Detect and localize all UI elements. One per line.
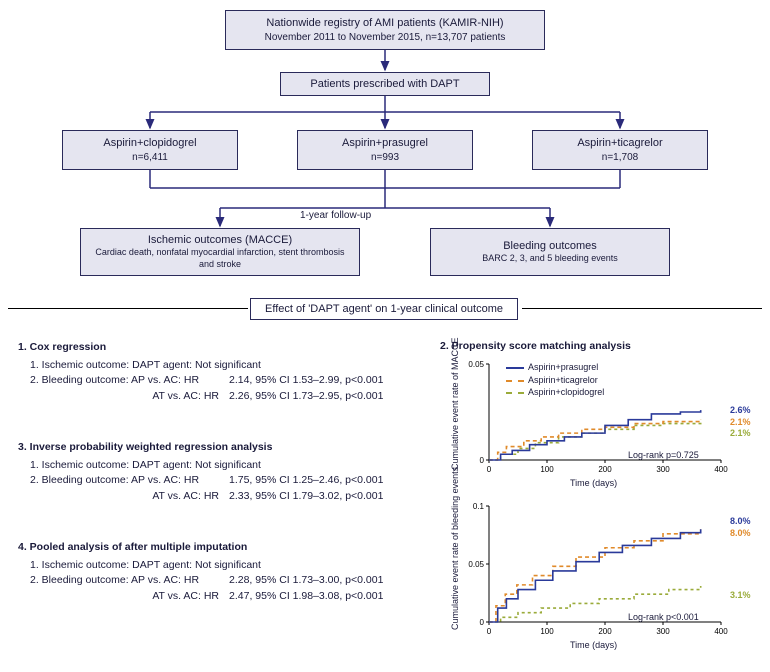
box-ischemic: Ischemic outcomes (MACCE) Cardiac death,… bbox=[80, 228, 360, 276]
pooled-l3a: AT vs. AC: HR bbox=[30, 589, 229, 604]
chart-bleed-svg: 0 100 200 300 400 0 0.05 0.1 bbox=[455, 500, 745, 640]
arm-ac-n: n=6,411 bbox=[132, 151, 168, 164]
cox-l2b: 2.14, 95% CI 1.53–2.99, p<0.001 bbox=[229, 373, 428, 388]
box-dapt: Patients prescribed with DAPT bbox=[280, 72, 490, 96]
svg-text:400: 400 bbox=[714, 465, 728, 474]
dapt-label: Patients prescribed with DAPT bbox=[310, 77, 459, 91]
ischemic-sub: Cardiac death, nonfatal myocardial infar… bbox=[95, 247, 345, 270]
analysis-cox: 1. Cox regression 1. Ischemic outcome: D… bbox=[18, 340, 428, 404]
cox-l3b: 2.26, 95% CI 1.73–2.95, p<0.001 bbox=[229, 389, 428, 404]
svg-text:0: 0 bbox=[487, 627, 492, 636]
ipw-l3a: AT vs. AC: HR bbox=[30, 489, 229, 504]
ipw-l1: 1. Ischemic outcome: DAPT agent: Not sig… bbox=[18, 458, 428, 473]
macce-end-ac: 2.1% bbox=[730, 428, 751, 438]
arm-at-n: n=1,708 bbox=[602, 151, 638, 164]
bleed-logrank: Log-rank p<0.001 bbox=[628, 612, 699, 622]
svg-text:0.05: 0.05 bbox=[468, 560, 484, 569]
arm-ap-n: n=993 bbox=[371, 151, 399, 164]
pooled-title: 4. Pooled analysis of after multiple imp… bbox=[18, 540, 428, 555]
arm-ap-label: Aspirin+prasugrel bbox=[342, 136, 428, 150]
box-bleeding: Bleeding outcomes BARC 2, 3, and 5 bleed… bbox=[430, 228, 670, 276]
pooled-l3b: 2.47, 95% CI 1.98–3.08, p<0.001 bbox=[229, 589, 428, 604]
svg-text:0: 0 bbox=[480, 618, 485, 627]
ipw-title: 3. Inverse probability weighted regressi… bbox=[18, 440, 428, 455]
bleed-ylabel: Cumulative event rate of bleeding events bbox=[450, 467, 460, 630]
svg-text:400: 400 bbox=[714, 627, 728, 636]
bleed-end-at: 8.0% bbox=[730, 528, 751, 538]
ipw-l2b: 1.75, 95% CI 1.25–2.46, p<0.001 bbox=[229, 473, 428, 488]
box-arm-ac: Aspirin+clopidogrel n=6,411 bbox=[62, 130, 238, 170]
macce-ylabel: Cumulative event rate of MACCE bbox=[450, 337, 460, 470]
macce-xlabel: Time (days) bbox=[570, 478, 617, 488]
divider-line-left bbox=[8, 308, 248, 309]
flowchart-connectors bbox=[0, 0, 770, 340]
box-registry: Nationwide registry of AMI patients (KAM… bbox=[225, 10, 545, 50]
ischemic-title: Ischemic outcomes (MACCE) bbox=[148, 233, 292, 247]
section-title: Effect of 'DAPT agent' on 1-year clinica… bbox=[250, 298, 518, 320]
registry-line2: November 2011 to November 2015, n=13,707… bbox=[265, 31, 506, 44]
divider-line-right bbox=[522, 308, 762, 309]
bleed-xlabel: Time (days) bbox=[570, 640, 617, 650]
analysis-pooled: 4. Pooled analysis of after multiple imp… bbox=[18, 540, 428, 604]
ipw-l2a: 2. Bleeding outcome: AP vs. AC: HR bbox=[30, 473, 229, 488]
macce-end-at: 2.1% bbox=[730, 417, 751, 427]
ipw-l3b: 2.33, 95% CI 1.79–3.02, p<0.001 bbox=[229, 489, 428, 504]
legend-ap: Aspirin+prasugrel bbox=[528, 362, 598, 374]
chart-legend: Aspirin+prasugrel Aspirin+ticagrelor Asp… bbox=[506, 362, 604, 400]
pooled-l1: 1. Ischemic outcome: DAPT agent: Not sig… bbox=[18, 558, 428, 573]
pooled-l2b: 2.28, 95% CI 1.73–3.00, p<0.001 bbox=[229, 573, 428, 588]
legend-ac: Aspirin+clopidogrel bbox=[528, 387, 604, 399]
legend-at: Aspirin+ticagrelor bbox=[528, 375, 598, 387]
cox-title: 1. Cox regression bbox=[18, 340, 428, 355]
svg-text:200: 200 bbox=[598, 627, 612, 636]
svg-text:0: 0 bbox=[487, 465, 492, 474]
followup-label: 1-year follow-up bbox=[300, 210, 371, 221]
chart-bleed: 0 100 200 300 400 0 0.05 0.1 bbox=[455, 500, 745, 640]
cox-l2a: 2. Bleeding outcome: AP vs. AC: HR bbox=[30, 373, 229, 388]
bleeding-title: Bleeding outcomes bbox=[503, 239, 597, 253]
svg-text:0.1: 0.1 bbox=[473, 502, 485, 511]
box-arm-ap: Aspirin+prasugrel n=993 bbox=[297, 130, 473, 170]
macce-logrank: Log-rank p=0.725 bbox=[628, 450, 699, 460]
svg-text:100: 100 bbox=[540, 627, 554, 636]
macce-end-ap: 2.6% bbox=[730, 405, 751, 415]
arm-at-label: Aspirin+ticagrelor bbox=[577, 136, 662, 150]
svg-text:300: 300 bbox=[656, 465, 670, 474]
box-arm-at: Aspirin+ticagrelor n=1,708 bbox=[532, 130, 708, 170]
arm-ac-label: Aspirin+clopidogrel bbox=[103, 136, 196, 150]
pooled-l2a: 2. Bleeding outcome: AP vs. AC: HR bbox=[30, 573, 229, 588]
psm-title: 2. Propensity score matching analysis bbox=[440, 340, 631, 352]
analysis-ipw: 3. Inverse probability weighted regressi… bbox=[18, 440, 428, 504]
cox-l3a: AT vs. AC: HR bbox=[30, 389, 229, 404]
svg-text:0: 0 bbox=[480, 456, 485, 465]
bleeding-sub: BARC 2, 3, and 5 bleeding events bbox=[482, 253, 618, 265]
cox-l1: 1. Ischemic outcome: DAPT agent: Not sig… bbox=[18, 358, 428, 373]
svg-text:200: 200 bbox=[598, 465, 612, 474]
bleed-end-ac: 3.1% bbox=[730, 590, 751, 600]
bleed-end-ap: 8.0% bbox=[730, 516, 751, 526]
svg-text:0.05: 0.05 bbox=[468, 360, 484, 369]
svg-text:300: 300 bbox=[656, 627, 670, 636]
registry-line1: Nationwide registry of AMI patients (KAM… bbox=[266, 16, 503, 30]
svg-text:100: 100 bbox=[540, 465, 554, 474]
